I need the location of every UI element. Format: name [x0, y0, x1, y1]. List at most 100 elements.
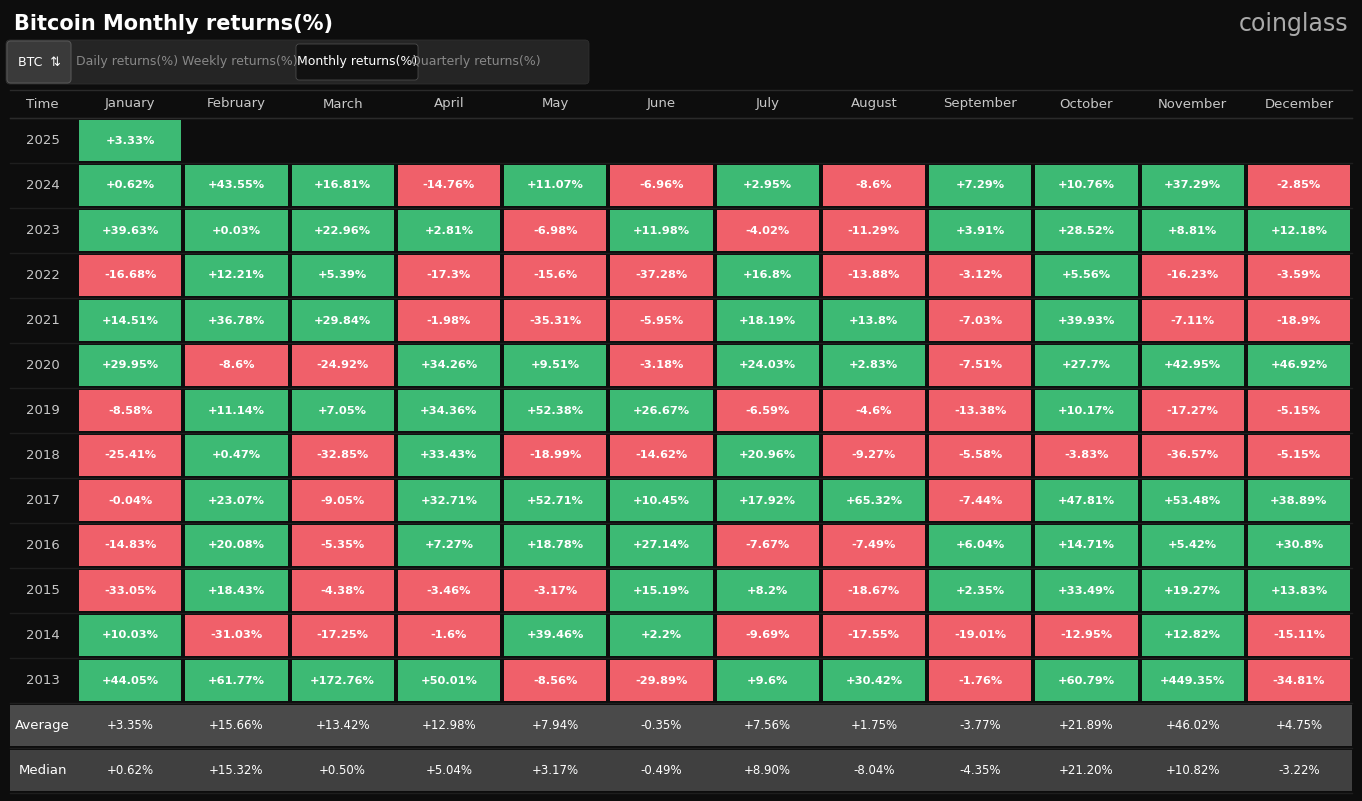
Bar: [1248, 300, 1350, 341]
Bar: [79, 480, 181, 521]
Bar: [398, 210, 500, 251]
Bar: [1248, 570, 1350, 611]
Bar: [185, 345, 287, 386]
Bar: [79, 615, 181, 656]
Text: +3.33%: +3.33%: [105, 135, 155, 146]
Text: +172.76%: +172.76%: [311, 675, 375, 686]
Text: +11.98%: +11.98%: [633, 226, 691, 235]
Bar: [291, 435, 394, 476]
Text: Quarterly returns(%): Quarterly returns(%): [411, 55, 541, 69]
Bar: [716, 345, 819, 386]
Text: coinglass: coinglass: [1238, 12, 1348, 36]
Bar: [1141, 165, 1244, 206]
Bar: [1248, 210, 1350, 251]
Text: +18.19%: +18.19%: [740, 316, 797, 325]
FancyBboxPatch shape: [7, 41, 71, 83]
Bar: [79, 300, 181, 341]
Bar: [610, 390, 712, 431]
Text: +33.49%: +33.49%: [1058, 586, 1115, 595]
Text: -6.59%: -6.59%: [745, 405, 790, 416]
Text: +12.98%: +12.98%: [422, 719, 477, 732]
Text: +38.89%: +38.89%: [1271, 496, 1328, 505]
Bar: [1248, 480, 1350, 521]
Bar: [79, 390, 181, 431]
Bar: [1141, 210, 1244, 251]
Bar: [823, 300, 925, 341]
Text: BTC  ⇅: BTC ⇅: [18, 55, 60, 69]
Text: -14.76%: -14.76%: [422, 180, 475, 191]
Bar: [1035, 660, 1137, 701]
Text: Bitcoin Monthly returns(%): Bitcoin Monthly returns(%): [14, 14, 332, 34]
Text: -3.12%: -3.12%: [957, 271, 1002, 280]
Text: +29.95%: +29.95%: [102, 360, 159, 371]
Bar: [291, 345, 394, 386]
Bar: [1035, 300, 1137, 341]
Bar: [291, 165, 394, 206]
Bar: [79, 660, 181, 701]
Bar: [610, 300, 712, 341]
Text: -17.25%: -17.25%: [316, 630, 369, 641]
Text: +8.90%: +8.90%: [744, 764, 791, 777]
Text: +6.04%: +6.04%: [956, 541, 1005, 550]
Bar: [504, 165, 606, 206]
Bar: [1248, 390, 1350, 431]
Text: 2013: 2013: [26, 674, 60, 687]
Text: +10.45%: +10.45%: [633, 496, 691, 505]
Text: 2014: 2014: [26, 629, 60, 642]
Text: +0.62%: +0.62%: [106, 764, 154, 777]
Text: +28.52%: +28.52%: [1058, 226, 1115, 235]
Bar: [398, 480, 500, 521]
Bar: [1035, 345, 1137, 386]
Text: +2.35%: +2.35%: [956, 586, 1005, 595]
Text: -7.67%: -7.67%: [745, 541, 790, 550]
Text: -11.29%: -11.29%: [847, 226, 900, 235]
Text: -8.6%: -8.6%: [218, 360, 255, 371]
Bar: [1141, 480, 1244, 521]
Text: -8.56%: -8.56%: [533, 675, 577, 686]
Text: -16.68%: -16.68%: [104, 271, 157, 280]
Text: +8.2%: +8.2%: [746, 586, 789, 595]
Text: -7.51%: -7.51%: [957, 360, 1002, 371]
Text: June: June: [647, 98, 676, 111]
Text: March: March: [323, 98, 362, 111]
Bar: [716, 390, 819, 431]
Text: +37.29%: +37.29%: [1165, 180, 1222, 191]
Text: April: April: [433, 98, 464, 111]
Text: 2023: 2023: [26, 224, 60, 237]
Text: +17.92%: +17.92%: [740, 496, 797, 505]
Bar: [1141, 660, 1244, 701]
Text: Average: Average: [15, 719, 69, 732]
Text: -19.01%: -19.01%: [953, 630, 1007, 641]
Text: +2.95%: +2.95%: [744, 180, 793, 191]
Text: +5.04%: +5.04%: [425, 764, 473, 777]
Text: -0.49%: -0.49%: [640, 764, 682, 777]
Text: -4.02%: -4.02%: [745, 226, 790, 235]
Text: +21.89%: +21.89%: [1060, 719, 1114, 732]
Bar: [716, 300, 819, 341]
Text: +7.94%: +7.94%: [531, 719, 579, 732]
Text: +13.83%: +13.83%: [1271, 586, 1328, 595]
Bar: [398, 390, 500, 431]
Bar: [610, 255, 712, 296]
Text: Median: Median: [18, 764, 67, 777]
Bar: [610, 210, 712, 251]
Bar: [10, 750, 1352, 791]
Text: +16.8%: +16.8%: [744, 271, 793, 280]
Text: +0.47%: +0.47%: [212, 450, 262, 461]
Text: -3.17%: -3.17%: [533, 586, 577, 595]
Text: 2017: 2017: [26, 494, 60, 507]
Bar: [929, 165, 1031, 206]
Text: -0.04%: -0.04%: [108, 496, 153, 505]
Text: +2.83%: +2.83%: [850, 360, 899, 371]
Bar: [823, 165, 925, 206]
Text: -17.55%: -17.55%: [849, 630, 900, 641]
Text: -34.81%: -34.81%: [1272, 675, 1325, 686]
Bar: [398, 435, 500, 476]
Bar: [504, 210, 606, 251]
Text: +32.71%: +32.71%: [421, 496, 477, 505]
Text: +27.7%: +27.7%: [1062, 360, 1111, 371]
Bar: [504, 435, 606, 476]
Text: -33.05%: -33.05%: [104, 586, 157, 595]
Text: 2022: 2022: [26, 269, 60, 282]
Bar: [823, 525, 925, 566]
